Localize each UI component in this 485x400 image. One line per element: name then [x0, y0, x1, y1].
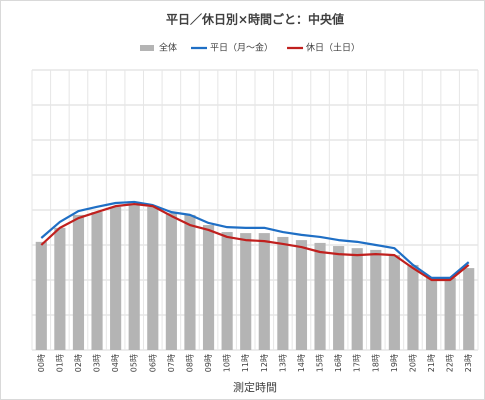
x-tick-label: 09時	[204, 354, 213, 372]
x-tick-label: 16時	[334, 354, 343, 372]
bar	[351, 248, 363, 350]
x-tick-label: 21時	[427, 354, 436, 372]
x-axis-title: 測定時間	[233, 380, 277, 394]
bar	[184, 214, 196, 350]
x-tick-label: 08時	[185, 354, 194, 372]
bar	[35, 241, 47, 350]
x-tick-label: 13時	[278, 354, 287, 372]
x-tick-label: 20時	[408, 354, 417, 372]
bar	[240, 233, 252, 350]
bar	[165, 213, 177, 350]
bar	[370, 249, 382, 350]
x-tick-label: 06時	[148, 354, 157, 372]
x-tick-label: 12時	[260, 354, 269, 372]
bar	[72, 214, 85, 350]
line	[40, 202, 470, 282]
bar	[128, 205, 140, 350]
bar	[147, 206, 159, 350]
x-tick-label: 05時	[130, 354, 139, 372]
x-tick-label: 14時	[297, 354, 306, 372]
x-tick-label: 11時	[241, 354, 250, 372]
x-tick-label: 17時	[353, 354, 362, 372]
bar	[425, 277, 438, 350]
x-tick-label: 23時	[464, 354, 473, 372]
bar	[463, 268, 475, 350]
bar	[54, 227, 66, 350]
bar	[388, 255, 400, 350]
x-tick-label: 02時	[74, 354, 83, 372]
bar	[295, 240, 308, 350]
bar	[221, 232, 233, 350]
x-tick-label: 18時	[371, 354, 380, 372]
x-tick-label: 03時	[93, 354, 102, 372]
bar	[110, 206, 122, 350]
x-tick-label: 07時	[167, 354, 176, 372]
x-tick-label: 22時	[446, 354, 455, 372]
chart-title: 平日／休日別×時間ごと：中央値	[166, 12, 344, 27]
legend-label: 平日（月～金）	[210, 42, 273, 54]
legend-label: 休日（土日）	[306, 42, 360, 54]
x-tick-label: 15時	[316, 354, 325, 372]
line	[40, 200, 470, 279]
legend-label: 全体	[159, 42, 177, 54]
bar	[91, 212, 103, 350]
x-tick-label: 01時	[55, 354, 64, 372]
bar	[333, 246, 345, 350]
bar	[444, 277, 456, 350]
x-tick-label: 10時	[223, 354, 232, 372]
bar	[407, 264, 419, 350]
x-tick-label: 00時	[37, 354, 46, 372]
x-tick-label: 19時	[390, 354, 399, 372]
bar	[258, 233, 270, 350]
bar	[277, 236, 289, 350]
x-tick-label: 04時	[111, 354, 120, 372]
legend-swatch	[140, 45, 154, 51]
bar	[202, 225, 215, 350]
bar	[314, 242, 326, 350]
